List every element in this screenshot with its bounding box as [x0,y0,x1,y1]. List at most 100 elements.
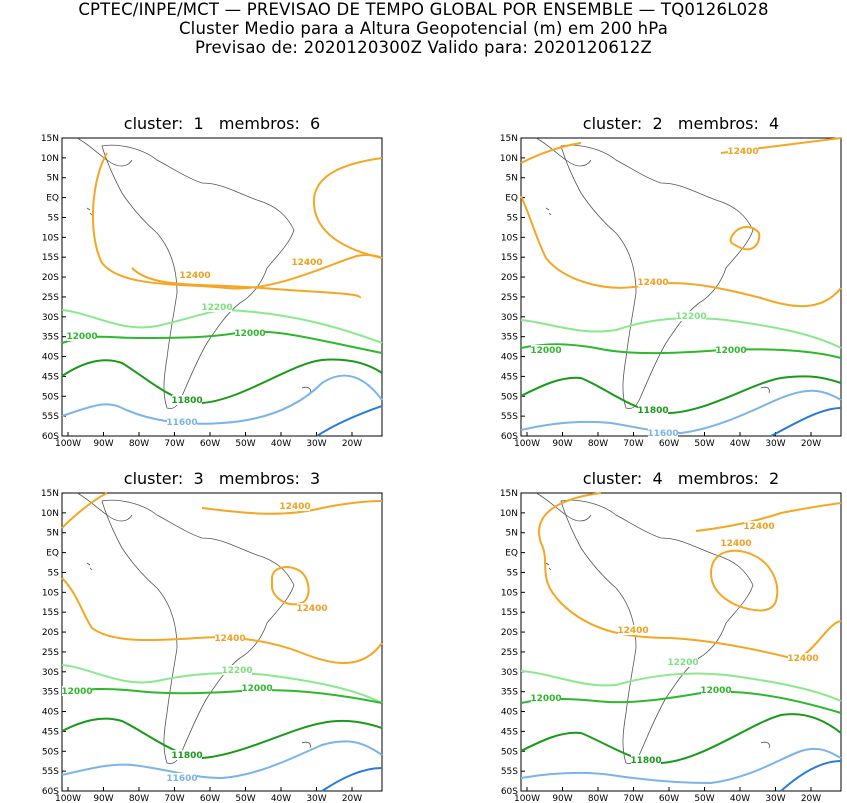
coastline [545,207,552,216]
lat-tick-label: 45S [501,727,518,737]
contour-11400 [316,405,383,437]
contour-label: 12400 [179,271,210,281]
lon-tick-label: 90W [552,794,572,803]
contour-12000 [520,343,842,359]
coastline [86,562,93,571]
lon-tick-label: 70W [164,794,184,803]
lon-tick-label: 100W [514,439,540,449]
contour-label: 12400 [720,539,751,549]
contour-11600 [61,740,383,780]
contour-label-bg [701,685,731,695]
lat-tick-label: 10N [41,154,59,164]
lon-tick-label: 40W [271,794,291,803]
contour-label: 12400 [296,604,327,614]
lat-tick-label: 40S [42,353,59,363]
panel-3-contours [61,492,383,792]
lat-tick-label: 5S [48,568,60,578]
contour-label-bg [297,603,327,613]
lat-tick-label: 55S [501,412,518,422]
lat-tick-label: 35S [501,688,518,698]
lon-tick-label: 70W [623,794,643,803]
lat-tick-label: 50S [501,392,518,402]
coastline [101,499,295,764]
contour-label: 12000 [66,332,97,342]
contour-12200 [61,308,383,344]
lon-tick-label: 20W [801,439,821,449]
lon-tick-label: 80W [129,794,149,803]
contour-label-bg [638,277,668,287]
coastline [545,562,552,571]
panel-4-contours [520,492,842,792]
contour-label-bg [202,302,232,312]
contour-12400-north-right [201,500,383,515]
contour-label: 12400 [291,258,322,268]
lat-tick-label: 45S [42,727,59,737]
contour-11400 [780,760,842,792]
lon-tick-label: 70W [164,439,184,449]
contour-12200 [61,664,383,704]
contour-label: 11600 [166,418,197,428]
lon-tick-label: 20W [342,794,362,803]
coastline [760,741,770,749]
contour-label-bg [721,538,751,548]
lon-tick-label: 60W [200,439,220,449]
lat-tick-label: 30S [42,313,59,323]
contour-label: 12400 [637,278,668,288]
contour-label-bg [668,657,698,667]
panel-2: 15N 10N 5N EQ 5S 10S 15S 20S 25S 30S 35S 40S 45S 50S 5… [500,134,842,449]
lon-tick-label: 30W [306,794,326,803]
lat-tick-label: 10S [501,233,518,243]
contour-label-bg [222,665,252,675]
panel-1-contours [61,152,383,437]
panel-4-coastline [535,492,770,764]
contour-label: 12000 [234,329,265,339]
lat-tick-label: 55S [42,412,59,422]
contour-11600 [61,374,383,425]
contour-label-bg [67,331,97,341]
lat-tick-label: 30S [501,668,518,678]
lat-tick-label: 5N [506,529,518,539]
lat-tick-label: 15S [501,608,518,618]
lat-tick-label: 20S [42,273,59,283]
lon-tick-label: 40W [271,439,291,449]
lon-tick-label: 100W [55,794,81,803]
lat-tick-label: EQ [46,194,59,204]
contour-label: 12200 [201,303,232,313]
coastline [86,207,93,216]
contour-12000 [61,330,383,354]
coastline [301,741,311,749]
contour-label-bg [172,395,202,405]
lat-tick-label: 15N [500,489,518,499]
lon-tick-label: 100W [514,794,540,803]
lon-tick-label: 30W [765,794,785,803]
lon-tick-label: 60W [659,439,679,449]
lat-tick-label: 50S [501,747,518,757]
lon-tick-label: 30W [306,439,326,449]
coastline [76,137,133,167]
panel-2-title: cluster: 2 membros: 4 [582,114,780,133]
lat-tick-label: EQ [505,194,518,204]
contour-label-bg [167,417,197,427]
lat-tick-label: 10S [501,588,518,598]
panel-4-axes: 15N 10N 5N EQ 5S 10S 15S 20S 25S 30S 35S 40S 45S 50S 5… [500,489,842,803]
map-frame [61,137,383,437]
contour-label-bg [728,146,758,156]
contour-label: 12400 [787,654,818,664]
contour-label-bg [531,345,561,355]
contour-label: 12000 [61,687,92,697]
lat-tick-label: 20S [501,628,518,638]
lon-tick-label: 60W [659,794,679,803]
lon-tick-label: 100W [55,439,81,449]
panel-3-axes: 15N 10N 5N EQ 5S 10S 15S 20S 25S 30S 35S 40S 45S 50S 5… [41,489,383,803]
contour-label: 11600 [166,774,197,784]
contour-11400 [770,407,842,437]
lat-tick-label: 15N [41,134,59,144]
coastline [101,144,295,409]
lat-tick-label: 60S [42,787,59,797]
lat-tick-label: 5S [507,213,519,223]
contour-12400-top [695,502,842,532]
lat-tick-label: 55S [501,767,518,777]
contour-label: 12200 [221,666,252,676]
